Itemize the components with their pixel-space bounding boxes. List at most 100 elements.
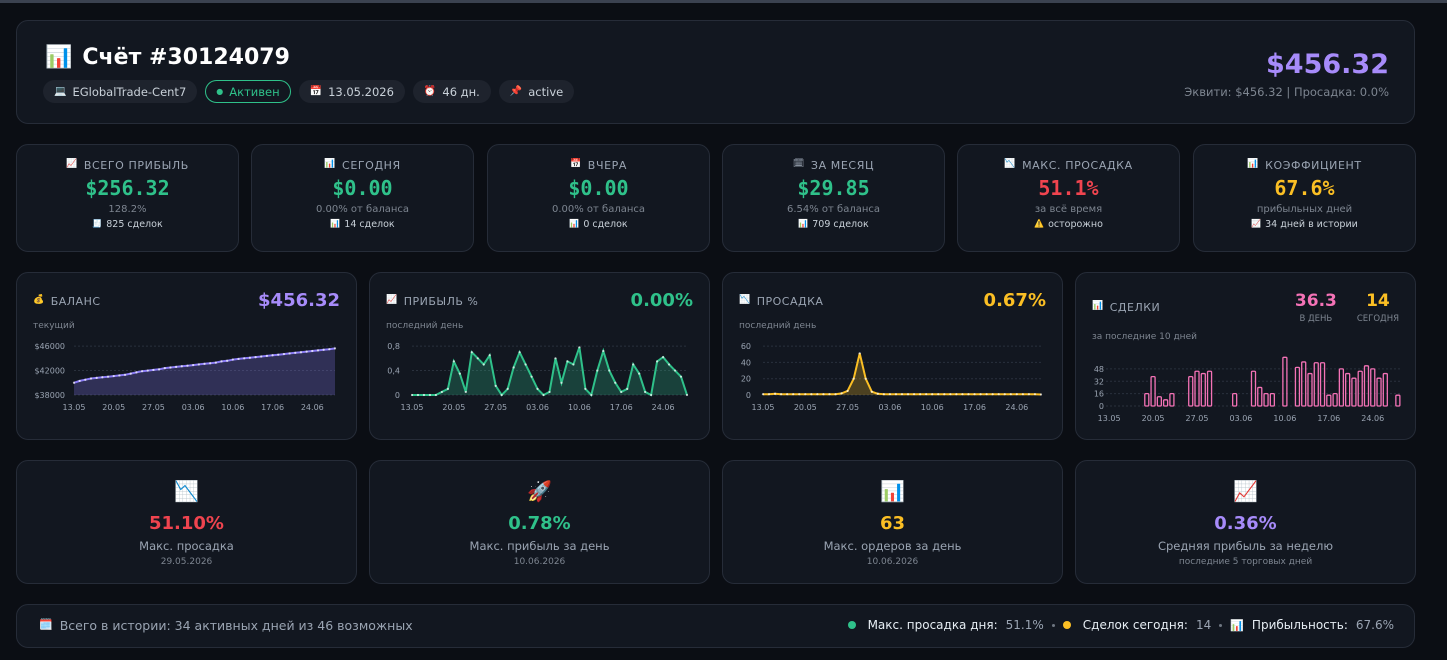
- stat-label: МАКС. ПРОСАДКА: [1022, 159, 1133, 172]
- x-tick-label: 13.05: [752, 403, 775, 412]
- point: [106, 375, 110, 378]
- highlight-card: 📊 63 Макс. ордеров за день 10.06.2026: [722, 460, 1063, 584]
- footer-icon: 🗓️: [39, 618, 53, 631]
- chart-subtitle: за последние 10 дней: [1092, 332, 1197, 342]
- stat-note: 34 дней в истории: [1265, 219, 1358, 230]
- point: [888, 393, 892, 396]
- point: [1027, 393, 1031, 396]
- stat-icon: 📊: [1247, 159, 1260, 169]
- point: [882, 393, 885, 396]
- point: [470, 351, 473, 354]
- x-tick-label: 17.06: [610, 403, 633, 412]
- x-tick-label: 27.05: [484, 403, 507, 412]
- point: [542, 393, 545, 397]
- stat-label-row: 🗓 ЗА МЕСЯЦ: [793, 159, 874, 172]
- badge-icon: ●: [216, 87, 224, 96]
- bar: [1313, 362, 1319, 407]
- badge: ● Активен: [205, 80, 291, 103]
- point: [169, 366, 172, 369]
- x-tick-label: 17.06: [261, 403, 284, 412]
- chart-stat-value: 36.3: [1294, 291, 1337, 311]
- footer-item-label: Сделок сегодня:: [1082, 618, 1188, 632]
- point: [566, 360, 569, 363]
- y-tick-label: 20: [741, 375, 751, 384]
- separator-dot: [1051, 623, 1055, 627]
- x-tick-label: 10.06: [568, 403, 591, 412]
- point: [650, 393, 653, 397]
- point: [985, 393, 988, 396]
- footer-item-icon: 📊: [1230, 618, 1244, 632]
- chart-card: 💰 БАЛАНС текущий $456.32 $38000 $42000 $46000 1…: [16, 272, 357, 440]
- point: [919, 393, 922, 396]
- stat-label-row: 📊 СЕГОДНЯ: [324, 159, 401, 172]
- stat-note-icon: 📊: [330, 219, 341, 228]
- stat-card: 📅 ВЧЕРА $0.00 0.00% от баланса 📊 0 сделок: [487, 144, 710, 252]
- point: [584, 387, 587, 390]
- stat-note: 709 сделок: [812, 219, 869, 230]
- point: [243, 357, 246, 360]
- point: [299, 351, 303, 354]
- point: [816, 393, 819, 396]
- point: [226, 359, 229, 362]
- footer-card: 🗓️ Всего в истории: 34 активных дней из 4…: [16, 604, 1415, 648]
- x-tick-label: 13.05: [63, 403, 86, 412]
- bar: [1269, 392, 1275, 407]
- stat-value: $29.85: [797, 176, 870, 200]
- chart-value: 0.67%: [983, 290, 1046, 311]
- badge: 💻 EGlobalTrade-Cent7: [43, 80, 198, 103]
- x-tick-label: 24.06: [1361, 414, 1384, 423]
- stat-value: $0.00: [568, 176, 629, 200]
- point: [894, 393, 898, 396]
- point: [494, 384, 497, 387]
- point: [773, 392, 777, 395]
- point: [900, 393, 904, 396]
- mini-chart: 0 0,4 0,8 13.05 20.05 27.05 03.06 10.06 17.06 24.…: [387, 342, 689, 412]
- point: [661, 356, 665, 359]
- point: [118, 374, 121, 377]
- point: [458, 372, 461, 375]
- point: [512, 366, 515, 369]
- line: [763, 353, 1042, 396]
- stat-card: 📊 СЕГОДНЯ $0.00 0.00% от баланса 📊 14 сделок: [251, 144, 474, 252]
- point: [991, 393, 994, 396]
- stat-label-row: 📅 ВЧЕРА: [570, 159, 627, 172]
- stat-note: осторожно: [1048, 219, 1103, 230]
- point: [254, 356, 257, 359]
- footer-item-value: 14: [1195, 618, 1212, 632]
- point: [572, 363, 575, 366]
- x-tick-label: 13.05: [1098, 414, 1121, 423]
- bar: [1307, 372, 1313, 407]
- stat-card: 🗓 ЗА МЕСЯЦ $29.85 6.54% от баланса 📊 709 сдел…: [722, 144, 945, 252]
- point: [209, 362, 212, 365]
- stat-icon: 📈: [66, 159, 78, 169]
- bar: [1282, 356, 1288, 407]
- badge-text: EGlobalTrade-Cent7: [72, 84, 187, 99]
- footer-left: 🗓️ Всего в истории: 34 активных дней из 4…: [39, 618, 413, 633]
- point: [644, 390, 647, 394]
- highlight-icon: 📉: [174, 479, 199, 503]
- chart-stat: 14 СЕГОДНЯ: [1357, 291, 1399, 324]
- point: [961, 393, 964, 396]
- point: [476, 357, 479, 360]
- point: [822, 393, 825, 396]
- chart-title: СДЕЛКИ: [1109, 301, 1161, 314]
- stat-note-row: ⚠️ осторожно: [1034, 219, 1103, 230]
- point: [1021, 393, 1024, 396]
- point: [265, 354, 269, 357]
- badge-icon: 📅: [309, 86, 323, 97]
- stat-value: $256.32: [85, 176, 170, 200]
- footer-item-value: 51.1%: [1005, 618, 1044, 632]
- chart-subtitle: текущий: [33, 321, 75, 331]
- stat-sub: 0.00% от баланса: [551, 204, 646, 215]
- point: [322, 348, 325, 351]
- point: [667, 363, 671, 366]
- footer-text: Всего в истории: 34 активных дней из 46 …: [59, 618, 413, 633]
- footer-item-label: Прибыльность:: [1251, 618, 1348, 632]
- point: [428, 393, 432, 397]
- point: [834, 393, 837, 396]
- point: [761, 393, 765, 396]
- point: [596, 369, 599, 372]
- highlight-label: Средняя прибыль за неделю: [1157, 539, 1334, 553]
- top-border: [0, 0, 1447, 3]
